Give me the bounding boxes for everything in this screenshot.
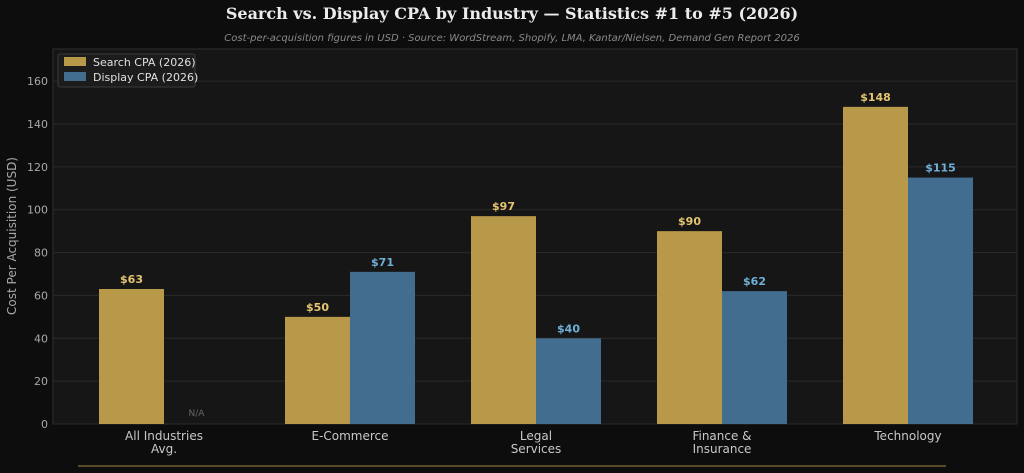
y-tick-label: 160 [27, 75, 48, 88]
category-label: Insurance [693, 442, 752, 456]
legend-box [57, 53, 196, 88]
y-tick-label: 40 [34, 332, 48, 345]
y-tick-label: 120 [27, 161, 48, 174]
chart-subtitle: Cost-per-acquisition figures in USD · So… [224, 33, 799, 44]
bar-display [722, 291, 787, 424]
bar-search [285, 316, 350, 424]
category-label: Legal [520, 429, 552, 443]
category-label: All Industries [125, 429, 203, 443]
bar-display [350, 271, 415, 424]
bar-search [471, 216, 536, 424]
bar-display [536, 338, 601, 424]
y-tick-label: 0 [41, 418, 48, 431]
data-label: $97 [492, 200, 515, 213]
y-tick-label: 100 [27, 204, 48, 217]
legend: Search CPA (2026) Display CPA (2026) [57, 53, 198, 88]
legend-swatch [64, 72, 86, 81]
na-label: N/A [189, 409, 206, 419]
data-label: $115 [925, 162, 956, 175]
bar-search [657, 231, 722, 424]
y-tick-label: 80 [34, 247, 48, 260]
bar-search [843, 106, 908, 424]
data-label: $148 [860, 91, 891, 104]
category-label: Services [511, 442, 562, 456]
data-label: $62 [743, 275, 766, 288]
legend-label: Search CPA (2026) [93, 56, 196, 69]
category-label: E-Commerce [311, 429, 388, 443]
legend-swatch [64, 57, 86, 66]
bar-display [908, 177, 973, 424]
bars-group [99, 106, 973, 424]
data-label: $71 [371, 256, 394, 269]
data-label: $90 [678, 215, 701, 228]
category-label: Finance & [692, 429, 751, 443]
data-labels-group: $63 N/A $50 $71 $97 $40 $90 $62 $148 $115 [120, 91, 956, 419]
data-label: $40 [557, 322, 580, 335]
y-tick-label: 60 [34, 289, 48, 302]
chart-title: Search vs. Display CPA by Industry — Sta… [226, 4, 798, 23]
y-tick-label: 140 [27, 118, 48, 131]
bar-search [99, 289, 164, 424]
data-label: $63 [120, 273, 143, 286]
data-label: $50 [306, 301, 329, 314]
y-axis-ticks: 0 20 40 60 80 100 120 140 160 [27, 75, 48, 431]
y-tick-label: 20 [34, 375, 48, 388]
legend-label: Display CPA (2026) [93, 71, 198, 84]
category-label: Avg. [151, 442, 177, 456]
category-label: Technology [873, 429, 941, 443]
y-axis-label: Cost Per Acquisition (USD) [5, 157, 19, 315]
